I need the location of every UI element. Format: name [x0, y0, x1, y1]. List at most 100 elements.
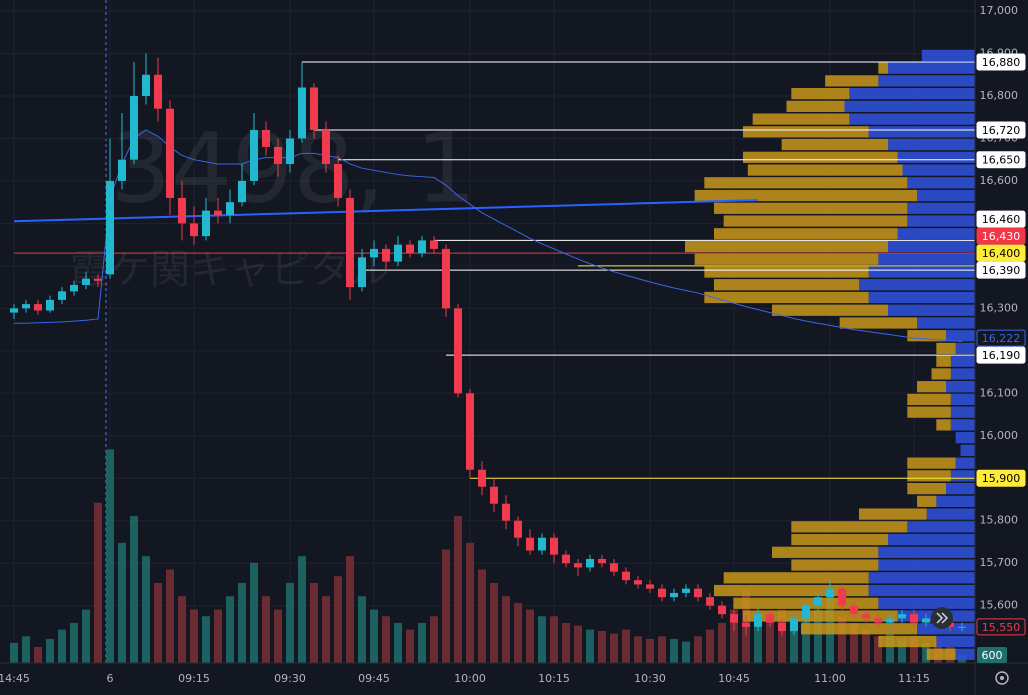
- y-tick-label: 15,800: [980, 514, 1019, 527]
- profile-bar-gold: [917, 381, 946, 393]
- candle-body: [562, 554, 570, 564]
- profile-bar-blue: [907, 177, 975, 189]
- profile-bar-blue: [878, 597, 975, 609]
- settings-icon[interactable]: [995, 671, 1009, 685]
- x-tick-label: 11:15: [898, 672, 930, 685]
- volume-bar: [838, 616, 846, 663]
- candle-body: [574, 563, 582, 568]
- candle-body: [46, 299, 54, 311]
- volume-bar: [286, 582, 294, 663]
- candle-body: [34, 304, 42, 311]
- volume-bar: [394, 622, 402, 663]
- price-tag-label: 16,460: [982, 213, 1021, 226]
- profile-bar-blue: [907, 215, 975, 227]
- price-tag-label: 15,550: [982, 621, 1021, 634]
- y-tick-label: 16,800: [980, 89, 1019, 102]
- volume-bar: [70, 622, 78, 663]
- profile-bar-gold: [907, 457, 956, 469]
- profile-bar-gold: [752, 113, 850, 125]
- y-tick-label: 16,300: [980, 301, 1019, 314]
- profile-bar-gold: [743, 151, 898, 163]
- volume-bar: [730, 609, 738, 663]
- candle-body: [298, 87, 306, 139]
- volume-bar: [490, 582, 498, 663]
- profile-bar-blue: [878, 559, 975, 571]
- volume-bar: [706, 629, 714, 663]
- watermark-symbol: 3498, 1: [110, 112, 476, 224]
- x-tick-label: 6: [107, 672, 114, 685]
- profile-bar-gold: [825, 75, 879, 87]
- profile-bar-blue: [950, 406, 975, 418]
- volume-bar: [898, 638, 906, 663]
- candle-body: [718, 605, 726, 615]
- profile-bar-blue: [926, 508, 975, 520]
- profile-bar-blue: [868, 584, 975, 597]
- profile-bar-gold: [704, 291, 869, 304]
- candle-body: [910, 614, 918, 623]
- volume-bar: [670, 638, 678, 663]
- profile-bar-blue: [936, 635, 975, 648]
- volume-bar: [22, 636, 30, 663]
- price-tag-label: 16,222: [982, 332, 1021, 345]
- volume-tag: [977, 646, 1007, 663]
- candle-body: [130, 95, 138, 160]
- candle-body: [118, 159, 126, 181]
- profile-bar-blue: [946, 381, 975, 393]
- x-tick-label: 14:45: [0, 672, 30, 685]
- volume-bar: [46, 638, 54, 663]
- volume-bar: [514, 602, 522, 663]
- scroll-button[interactable]: [931, 607, 953, 629]
- volume-bar: [430, 616, 438, 663]
- profile-bar-blue: [917, 623, 975, 635]
- profile-bar-blue: [921, 49, 975, 62]
- price-tag-label: 16,650: [982, 154, 1021, 167]
- volume-bar: [466, 542, 474, 663]
- price-tag: [976, 329, 1026, 347]
- profile-bar-gold: [704, 177, 908, 189]
- profile-bar-gold: [781, 138, 888, 151]
- candle-body: [622, 571, 630, 581]
- volume-bar: [298, 556, 306, 663]
- profile-bar-gold: [801, 623, 917, 635]
- plot: 3498, 1 霞ケ関キャピタル: [0, 0, 975, 663]
- settings-icon-center[interactable]: [1000, 676, 1004, 680]
- profile-bar-gold: [714, 228, 898, 240]
- candle-body: [586, 558, 594, 568]
- profile-bar-gold: [791, 521, 908, 533]
- price-tag: [976, 618, 1026, 636]
- x-tick-label: 10:30: [634, 672, 666, 685]
- profile-bar-gold: [723, 215, 908, 227]
- volume-bar: [610, 633, 618, 663]
- volume-bar: [34, 646, 42, 663]
- price-tag: [976, 227, 1026, 245]
- profile-bar-gold: [743, 610, 898, 622]
- scroll-icon[interactable]: [936, 612, 949, 624]
- volume-bar: [790, 622, 798, 663]
- candle-body: [874, 618, 882, 623]
- candle-body: [190, 223, 198, 237]
- candle-body: [802, 605, 810, 619]
- y-tick-label: 16,600: [980, 174, 1019, 187]
- candle-body: [490, 486, 498, 504]
- candle-body: [670, 592, 678, 598]
- profile-bar-gold: [878, 635, 937, 648]
- price-tag: [976, 244, 1026, 262]
- volume-bar: [754, 622, 762, 663]
- profile-bar-blue: [955, 342, 975, 355]
- candle-body: [322, 129, 330, 164]
- volume-bar: [118, 542, 126, 663]
- candle-body: [214, 210, 222, 215]
- candle-body: [826, 588, 834, 598]
- candle-body: [646, 584, 654, 589]
- trend-line: [13, 199, 759, 223]
- profile-bar-gold: [917, 495, 937, 507]
- candle-body: [418, 240, 426, 254]
- candle-body: [682, 588, 690, 593]
- price-tag-label: 16,880: [982, 56, 1021, 69]
- volume-bar: [850, 622, 858, 663]
- profile-bar-gold: [859, 508, 927, 520]
- volume-bar: [322, 596, 330, 663]
- profile-bar-gold: [791, 533, 888, 546]
- watermark-name: 霞ケ関キャピタル: [70, 247, 390, 293]
- settings-button[interactable]: [995, 671, 1009, 685]
